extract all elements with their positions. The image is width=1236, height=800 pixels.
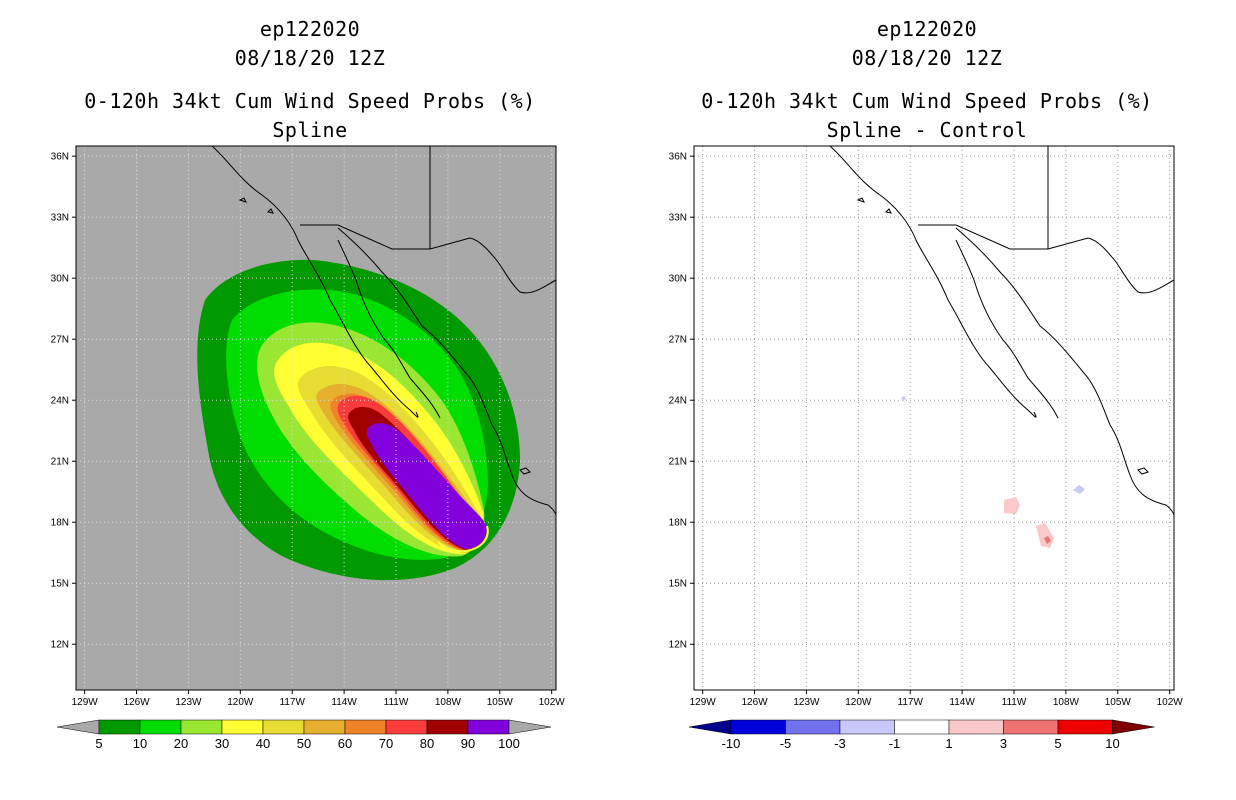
colorbar-swatch <box>426 719 469 735</box>
us-mexico-border <box>300 224 556 294</box>
colorbar-swatch <box>303 719 346 735</box>
lon-tick-label: 120W <box>227 697 254 708</box>
lat-tick-label: 24N <box>51 396 69 407</box>
lat-tick-label: 27N <box>51 335 69 346</box>
colorbar-swatch <box>344 719 387 735</box>
colorbar-swatch <box>1003 719 1059 735</box>
lon-tick-label: 114W <box>331 697 357 708</box>
left-grid <box>76 146 556 690</box>
left-title-product: 0-120h 34kt Cum Wind Speed Probs (%) <box>84 89 536 113</box>
left-title-method: Spline <box>272 118 348 142</box>
right-title-product: 0-120h 34kt Cum Wind Speed Probs (%) <box>701 89 1153 113</box>
left-title: ep122020 08/18/20 12Z 0-120h 34kt Cum Wi… <box>30 15 590 145</box>
island-1 <box>238 197 247 203</box>
colorbar-label: 10 <box>1105 736 1119 751</box>
left-colorbar: 5 10 20 30 40 50 60 70 80 90 100 <box>56 719 552 751</box>
colorbar-swatch <box>730 719 786 735</box>
lon-tick-label: 105W <box>487 697 514 708</box>
left-title-storm-id: ep122020 <box>259 17 361 41</box>
lon-tick-label: 111W <box>384 697 409 708</box>
colorbar-label: 1 <box>945 736 952 751</box>
lat-tick-label: 33N <box>51 213 69 224</box>
colorbar-label: 100 <box>498 736 520 751</box>
colorbar-label: 5 <box>1054 736 1061 751</box>
lon-tick-label: 102W <box>539 697 566 708</box>
prob-edge-highlight <box>437 525 489 553</box>
left-title-datetime: 08/18/20 12Z <box>234 46 386 70</box>
colorbar-swatch <box>467 719 510 735</box>
lat-tick-label: 12N <box>51 640 69 651</box>
colorbar-label: 40 <box>256 736 270 751</box>
right-title-method: Spline - Control <box>826 118 1028 142</box>
colorbar-label: -5 <box>780 736 792 751</box>
lon-tick-label: 126W <box>123 697 150 708</box>
left-probability-contours <box>197 259 521 581</box>
colorbar-swatch <box>1057 719 1113 735</box>
right-title: ep122020 08/18/20 12Z 0-120h 34kt Cum Wi… <box>647 15 1207 145</box>
right-title-storm-id: ep122020 <box>876 17 978 41</box>
colorbar-label: -3 <box>834 736 846 751</box>
colorbar-swatch <box>221 719 264 735</box>
colorbar-label: 50 <box>297 736 311 751</box>
lon-tick-label: 108W <box>435 697 462 708</box>
left-map-frame <box>75 145 557 691</box>
colorbar-swatch <box>894 719 950 735</box>
colorbar-label: 90 <box>461 736 475 751</box>
colorbar-under-triangle <box>688 719 732 735</box>
colorbar-swatch <box>262 719 305 735</box>
lon-tick-label: 117W <box>280 697 306 708</box>
colorbar-label: 20 <box>174 736 188 751</box>
colorbar-over-triangle <box>1112 719 1155 735</box>
lat-tick-label: 30N <box>51 274 69 285</box>
lat-tick-label: 21N <box>51 457 69 468</box>
lon-tick-label: 129W <box>72 697 99 708</box>
colorbar-label: 80 <box>420 736 434 751</box>
colorbar-swatch <box>98 719 141 735</box>
colorbar-label: -10 <box>722 736 741 751</box>
colorbar-swatch <box>385 719 428 735</box>
colorbar-label: 30 <box>215 736 229 751</box>
island-3 <box>519 467 531 475</box>
right-colorbar: -10 -5 -3 -1 1 3 5 10 <box>688 719 1155 751</box>
lat-tick-label: 18N <box>51 518 69 529</box>
mexico-mainland-coast <box>337 227 556 516</box>
colorbar-label: 60 <box>338 736 352 751</box>
colorbar-swatch <box>180 719 223 735</box>
colorbar-swatch <box>839 719 895 735</box>
colorbar-label: 10 <box>133 736 147 751</box>
left-coastlines <box>211 146 556 516</box>
lat-tick-label: 36N <box>51 152 69 163</box>
baja-california-west-coast <box>211 146 419 418</box>
right-title-datetime: 08/18/20 12Z <box>851 46 1003 70</box>
left-axes: 129W 126W 123W 120W 117W 114W 111W 108W 105W 102W… <box>51 152 566 708</box>
lon-tick-label: 123W <box>175 697 202 708</box>
colorbar-label: 5 <box>95 736 102 751</box>
colorbar-over-triangle <box>508 719 552 735</box>
colorbar-label: 70 <box>379 736 393 751</box>
colorbar-swatch <box>785 719 841 735</box>
colorbar-swatch <box>139 719 182 735</box>
gulf-of-california-coast <box>337 239 441 419</box>
prob-100-region <box>366 423 488 549</box>
island-2 <box>266 208 274 214</box>
colorbar-label: -1 <box>889 736 901 751</box>
colorbar-swatch <box>948 719 1004 735</box>
colorbar-under-triangle <box>56 719 100 735</box>
colorbar-label: 3 <box>1000 736 1007 751</box>
lat-tick-label: 15N <box>51 579 69 590</box>
